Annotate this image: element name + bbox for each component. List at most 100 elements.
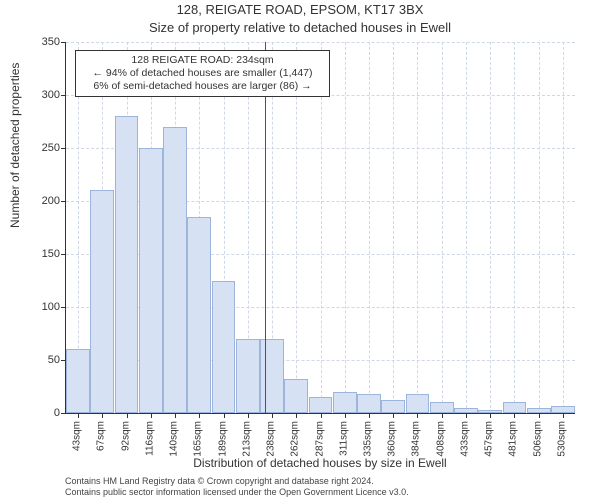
chart-supertitle: 128, REIGATE ROAD, EPSOM, KT17 3BX: [0, 2, 600, 17]
plot-area: [65, 42, 575, 414]
y-tick-mark: [61, 201, 66, 202]
y-tick-mark: [61, 42, 66, 43]
x-tick-mark: [321, 413, 322, 418]
x-tick-mark: [248, 413, 249, 418]
x-tick-label: 238sqm: [266, 421, 277, 457]
annotation-line-3: 6% of semi-detached houses are larger (8…: [82, 80, 323, 93]
y-tick-mark: [61, 413, 66, 414]
footer-attribution: Contains HM Land Registry data © Crown c…: [65, 476, 409, 498]
x-tick-mark: [199, 413, 200, 418]
histogram-bar: [406, 394, 430, 413]
histogram-bar: [430, 402, 454, 413]
x-tick-label: 43sqm: [72, 421, 83, 451]
x-tick-mark: [127, 413, 128, 418]
x-axis-label: Distribution of detached houses by size …: [65, 456, 575, 470]
grid-line-vertical: [466, 42, 468, 413]
x-tick-mark: [102, 413, 103, 418]
y-tick-mark: [61, 307, 66, 308]
x-tick-label: 140sqm: [169, 421, 180, 457]
grid-line-vertical: [490, 42, 492, 413]
x-tick-mark: [272, 413, 273, 418]
grid-line-vertical: [539, 42, 541, 413]
histogram-bar: [90, 190, 114, 413]
histogram-bar: [260, 339, 284, 413]
histogram-bar: [236, 339, 260, 413]
x-tick-label: 189sqm: [217, 421, 228, 457]
histogram-bar: [212, 281, 236, 414]
x-tick-label: 67sqm: [96, 421, 107, 451]
x-tick-mark: [466, 413, 467, 418]
y-tick-label: 50: [48, 354, 60, 366]
x-tick-mark: [78, 413, 79, 418]
histogram-bar: [309, 397, 333, 413]
y-tick-label: 100: [42, 301, 60, 313]
footer-line-1: Contains HM Land Registry data © Crown c…: [65, 476, 409, 487]
annotation-box: 128 REIGATE ROAD: 234sqm ← 94% of detach…: [75, 50, 330, 97]
x-tick-mark: [539, 413, 540, 418]
grid-line-vertical: [369, 42, 371, 413]
x-tick-mark: [151, 413, 152, 418]
x-tick-label: 311sqm: [338, 421, 349, 456]
y-tick-label: 0: [54, 407, 60, 419]
histogram-bar: [163, 127, 187, 413]
x-tick-mark: [490, 413, 491, 418]
x-tick-label: 360sqm: [387, 421, 398, 457]
x-tick-label: 165sqm: [193, 421, 204, 457]
x-tick-label: 335sqm: [362, 421, 373, 457]
x-tick-mark: [417, 413, 418, 418]
x-tick-label: 213sqm: [241, 421, 252, 457]
grid-line-vertical: [321, 42, 323, 413]
x-tick-mark: [296, 413, 297, 418]
grid-line-vertical: [417, 42, 419, 413]
x-tick-label: 457sqm: [484, 421, 495, 457]
histogram-bar: [357, 394, 381, 413]
annotation-line-1: 128 REIGATE ROAD: 234sqm: [82, 54, 323, 67]
histogram-bar: [187, 217, 211, 413]
x-tick-mark: [514, 413, 515, 418]
histogram-bar: [284, 379, 308, 413]
x-tick-label: 408sqm: [435, 421, 446, 457]
reference-line: [265, 42, 266, 413]
y-tick-mark: [61, 95, 66, 96]
x-tick-mark: [393, 413, 394, 418]
histogram-bar: [478, 410, 502, 413]
grid-line-vertical: [514, 42, 516, 413]
grid-line-vertical: [442, 42, 444, 413]
histogram-bar: [551, 406, 575, 413]
x-tick-mark: [369, 413, 370, 418]
histogram-bar: [115, 116, 139, 413]
y-tick-label: 250: [42, 142, 60, 154]
x-tick-mark: [224, 413, 225, 418]
x-tick-label: 530sqm: [556, 421, 567, 457]
histogram-bar: [454, 408, 478, 413]
histogram-bar: [66, 349, 90, 413]
y-axis-label: Number of detached properties: [8, 63, 22, 228]
grid-line-vertical: [296, 42, 298, 413]
x-tick-label: 92sqm: [120, 421, 131, 451]
histogram-bar: [381, 400, 405, 413]
x-tick-mark: [345, 413, 346, 418]
chart-title: Size of property relative to detached ho…: [0, 20, 600, 35]
x-tick-mark: [175, 413, 176, 418]
x-tick-label: 481sqm: [508, 421, 519, 457]
x-tick-mark: [563, 413, 564, 418]
x-tick-label: 287sqm: [314, 421, 325, 457]
annotation-line-2: ← 94% of detached houses are smaller (1,…: [82, 67, 323, 80]
x-tick-label: 384sqm: [411, 421, 422, 457]
x-tick-label: 433sqm: [459, 421, 470, 457]
y-tick-label: 150: [42, 248, 60, 260]
histogram-bar: [139, 148, 163, 413]
y-tick-label: 350: [42, 36, 60, 48]
histogram-bar: [503, 402, 527, 413]
grid-line-vertical: [563, 42, 565, 413]
footer-line-2: Contains public sector information licen…: [65, 487, 409, 498]
y-tick-mark: [61, 148, 66, 149]
histogram-bar: [527, 408, 551, 413]
y-tick-mark: [61, 254, 66, 255]
grid-line-vertical: [393, 42, 395, 413]
grid-line-vertical: [345, 42, 347, 413]
x-tick-label: 262sqm: [290, 421, 301, 457]
y-tick-label: 300: [42, 89, 60, 101]
y-tick-label: 200: [42, 195, 60, 207]
x-tick-label: 506sqm: [532, 421, 543, 457]
